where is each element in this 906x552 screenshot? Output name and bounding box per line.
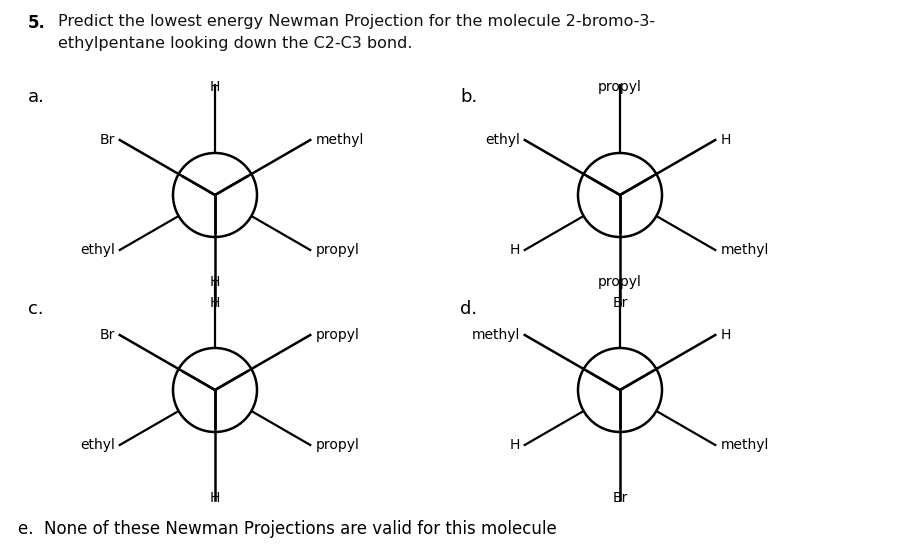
Text: propyl: propyl xyxy=(315,438,359,452)
Text: H: H xyxy=(509,438,520,452)
Text: d.: d. xyxy=(460,300,477,318)
Text: H: H xyxy=(210,80,220,94)
Text: Predict the lowest energy Newman Projection for the molecule 2-bromo-3-
ethylpen: Predict the lowest energy Newman Project… xyxy=(58,14,655,51)
Text: Br: Br xyxy=(100,328,115,342)
Text: methyl: methyl xyxy=(315,133,363,147)
Text: propyl: propyl xyxy=(315,243,359,257)
Circle shape xyxy=(578,153,662,237)
Text: e.  None of these Newman Projections are valid for this molecule: e. None of these Newman Projections are … xyxy=(18,520,557,538)
Text: Br: Br xyxy=(612,491,628,505)
Text: H: H xyxy=(210,491,220,505)
Text: methyl: methyl xyxy=(720,438,768,452)
Text: methyl: methyl xyxy=(720,243,768,257)
Text: H: H xyxy=(210,296,220,310)
Text: H: H xyxy=(720,328,730,342)
Circle shape xyxy=(173,153,257,237)
Text: methyl: methyl xyxy=(471,328,520,342)
Text: propyl: propyl xyxy=(598,275,642,289)
Text: H: H xyxy=(509,243,520,257)
Text: propyl: propyl xyxy=(315,328,359,342)
Circle shape xyxy=(578,348,662,432)
Text: ethyl: ethyl xyxy=(80,438,115,452)
Text: propyl: propyl xyxy=(598,80,642,94)
Text: c.: c. xyxy=(28,300,43,318)
Text: Br: Br xyxy=(612,296,628,310)
Text: ethyl: ethyl xyxy=(485,133,520,147)
Text: a.: a. xyxy=(28,88,45,106)
Text: Br: Br xyxy=(100,133,115,147)
Text: H: H xyxy=(720,133,730,147)
Text: 5.: 5. xyxy=(28,14,46,32)
Text: b.: b. xyxy=(460,88,477,106)
Circle shape xyxy=(173,348,257,432)
Text: H: H xyxy=(210,275,220,289)
Text: ethyl: ethyl xyxy=(80,243,115,257)
